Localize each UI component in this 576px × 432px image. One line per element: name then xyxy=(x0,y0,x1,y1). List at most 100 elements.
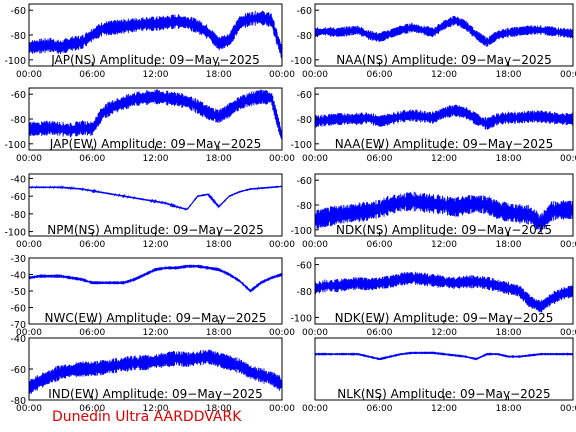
y-tick-label-0-1: -80 xyxy=(10,31,26,42)
x-tick-label-8-2: 12:00 xyxy=(143,404,169,414)
x-tick-label-8-4: 00:00 xyxy=(269,404,295,414)
x-tick-label-6-2: 12:00 xyxy=(143,328,169,338)
x-tick-label-4-2: 12:00 xyxy=(143,240,169,250)
x-tick-label-3-2: 12:00 xyxy=(431,154,457,164)
panel-title-3: NAA(EW) Amplitude: 09−May−2025 xyxy=(335,137,553,151)
x-tick-label-6-1: 06:00 xyxy=(79,328,105,338)
x-tick-label-7-3: 18:00 xyxy=(496,328,522,338)
x-tick-label-1-0: 00:00 xyxy=(302,70,328,80)
y-tick-label-6-4: -70 xyxy=(10,320,26,331)
x-tick-label-8-0: 00:00 xyxy=(16,404,42,414)
series-line-3 xyxy=(314,104,574,130)
x-tick-label-6-3: 18:00 xyxy=(206,328,232,338)
y-tick-label-4-2: -80 xyxy=(10,210,26,221)
panel-5: -60 -80 -100 00:00 06:00 12:00 18:00 00:00 NDK(N… xyxy=(290,173,576,250)
y-tick-label-6-0: -30 xyxy=(10,254,26,265)
series-line-4 xyxy=(28,185,283,212)
x-tick-label-0-2: 12:00 xyxy=(143,70,169,80)
y-tick-label-8-1: -60 xyxy=(10,365,26,376)
x-tick-label-1-2: 12:00 xyxy=(431,70,457,80)
series-line-7 xyxy=(314,271,574,313)
x-tick-label-0-1: 06:00 xyxy=(79,70,105,80)
x-tick-label-3-1: 06:00 xyxy=(367,154,393,164)
y-tick-label-8-0: -40 xyxy=(10,334,26,345)
x-tick-label-7-1: 06:00 xyxy=(367,328,393,338)
y-tick-label-1-1: -80 xyxy=(296,31,312,42)
series-line-2 xyxy=(28,89,283,144)
y-tick-label-5-0: -60 xyxy=(296,176,312,187)
y-tick-label-2-2: -100 xyxy=(4,140,26,151)
x-tick-label-3-4: 00:00 xyxy=(560,154,576,164)
x-tick-label-0-3: 18:00 xyxy=(206,70,232,80)
panel-title-2: JAP(EW) Amplitude: 09−May−2025 xyxy=(49,137,261,151)
panel-title-6: NWC(EW) Amplitude: 09−May−2025 xyxy=(45,311,267,325)
x-tick-label-3-0: 00:00 xyxy=(302,154,328,164)
y-tick-label-2-0: -60 xyxy=(10,90,26,101)
x-tick-label-1-4: 00:00 xyxy=(560,70,576,80)
x-tick-label-5-0: 00:00 xyxy=(302,240,328,250)
panel-0: -60 -80 -100 00:00 06:00 12:00 18:00 00:00 JAP(N… xyxy=(4,3,295,80)
panel-1: -60 -80 -100 00:00 06:00 12:00 18:00 00:00 NAA(N… xyxy=(290,3,576,80)
x-tick-label-4-0: 00:00 xyxy=(16,240,42,250)
panel-title-0: JAP(NS) Amplitude: 09−May−2025 xyxy=(50,53,260,67)
y-tick-label-6-2: -50 xyxy=(10,287,26,298)
x-tick-label-5-4: 00:00 xyxy=(560,240,576,250)
panel-title-8: IND(EW) Amplitude: 09−May−2025 xyxy=(48,387,262,401)
y-tick-label-3-2: -100 xyxy=(290,140,312,151)
x-tick-label-9-2: 12:00 xyxy=(431,404,457,414)
x-tick-label-2-2: 12:00 xyxy=(143,154,169,164)
series-line-5 xyxy=(314,191,574,233)
x-tick-label-7-4: 00:00 xyxy=(560,328,576,338)
panel-title-4: NPM(NS) Amplitude: 09−May−2025 xyxy=(47,223,263,237)
y-tick-label-4-0: -40 xyxy=(10,174,26,185)
x-tick-label-4-4: 00:00 xyxy=(269,240,295,250)
series-line-8 xyxy=(28,349,283,394)
y-tick-label-1-0: -60 xyxy=(296,6,312,17)
y-tick-label-5-2: -100 xyxy=(290,226,312,237)
x-tick-label-5-1: 06:00 xyxy=(367,240,393,250)
y-tick-label-3-0: -60 xyxy=(296,90,312,101)
x-tick-label-2-1: 06:00 xyxy=(79,154,105,164)
panel-title-7: NDK(EW) Amplitude: 09−May−2025 xyxy=(335,311,554,325)
y-tick-label-2-1: -80 xyxy=(10,115,26,126)
x-tick-label-1-3: 18:00 xyxy=(496,70,522,80)
x-tick-label-5-2: 12:00 xyxy=(431,240,457,250)
panel-title-9: NLK(NS) Amplitude: 09−May−2025 xyxy=(337,387,550,401)
x-tick-label-0-4: 00:00 xyxy=(269,70,295,80)
x-tick-label-2-3: 18:00 xyxy=(206,154,232,164)
x-tick-label-9-0: 00:00 xyxy=(302,404,328,414)
series-line-6 xyxy=(28,264,283,293)
x-tick-label-2-4: 00:00 xyxy=(269,154,295,164)
x-tick-label-4-1: 06:00 xyxy=(79,240,105,250)
y-tick-label-7-0: -60 xyxy=(296,261,312,272)
y-tick-label-7-1: -80 xyxy=(296,287,312,298)
x-tick-label-6-0: 00:00 xyxy=(16,328,42,338)
x-tick-label-3-3: 18:00 xyxy=(496,154,522,164)
y-tick-label-6-1: -40 xyxy=(10,271,26,282)
x-tick-label-5-3: 18:00 xyxy=(496,240,522,250)
x-tick-label-2-0: 00:00 xyxy=(16,154,42,164)
x-tick-label-9-1: 06:00 xyxy=(367,404,393,414)
panel-9: 00:00 06:00 12:00 18:00 00:00 NLK(NS) Amplitu… xyxy=(302,337,576,414)
y-tick-label-0-0: -60 xyxy=(10,6,26,17)
x-tick-label-4-3: 18:00 xyxy=(206,240,232,250)
panel-3: -60 -80 -100 00:00 06:00 12:00 18:00 00:00 NAA(E… xyxy=(290,87,576,164)
y-tick-label-4-3: -100 xyxy=(4,228,26,239)
y-tick-label-0-2: -100 xyxy=(4,56,26,67)
x-tick-label-9-3: 18:00 xyxy=(496,404,522,414)
panel-title-1: NAA(NS) Amplitude: 09−May−2025 xyxy=(336,53,552,67)
footer-label: Dunedin Ultra AARDDVARK xyxy=(52,409,242,425)
y-tick-label-3-1: -80 xyxy=(296,115,312,126)
x-tick-label-8-1: 06:00 xyxy=(79,404,105,414)
x-tick-label-6-4: 00:00 xyxy=(269,328,295,338)
panel-title-5: NDK(NS) Amplitude: 09−May−2025 xyxy=(336,223,552,237)
x-tick-label-7-0: 00:00 xyxy=(302,328,328,338)
x-tick-label-0-0: 00:00 xyxy=(16,70,42,80)
y-tick-label-7-2: -100 xyxy=(290,313,312,324)
series-line-9 xyxy=(314,351,574,361)
x-tick-label-1-1: 06:00 xyxy=(367,70,393,80)
panel-2: -60 -80 -100 00:00 06:00 12:00 18:00 00:00 JAP(E… xyxy=(4,87,295,164)
